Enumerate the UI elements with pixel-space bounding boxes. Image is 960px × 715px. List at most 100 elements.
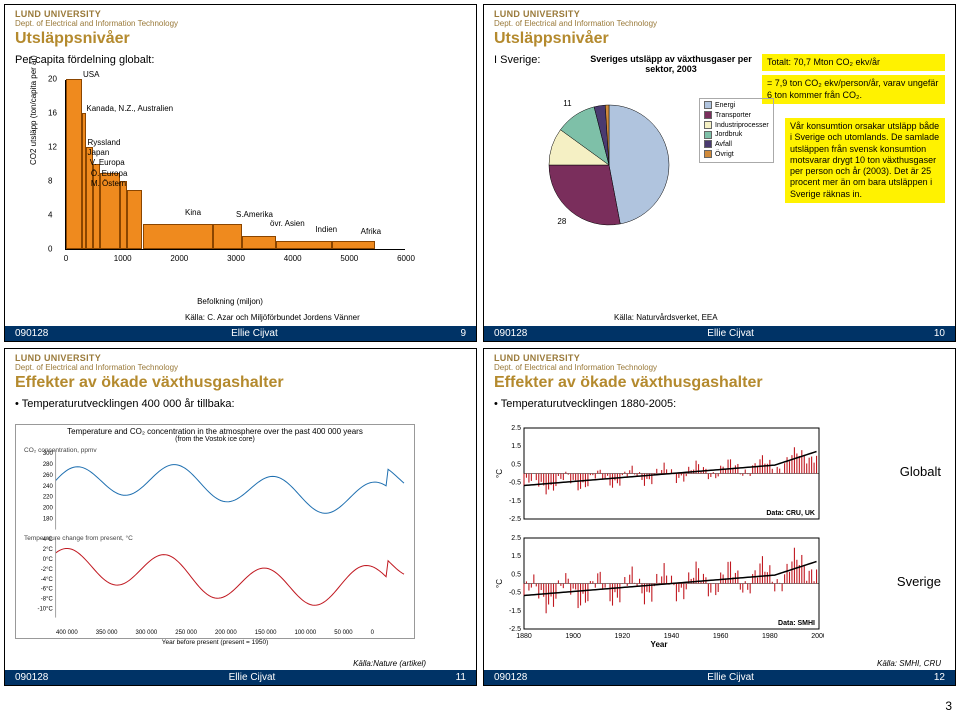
footer-date: 090128 xyxy=(494,672,527,683)
bar xyxy=(213,224,241,250)
svg-text:-10°C: -10°C xyxy=(38,607,54,613)
department: Dept. of Electrical and Information Tech… xyxy=(15,19,466,28)
plot-title: Temperature and CO₂ concentration in the… xyxy=(16,425,414,436)
svg-text:280: 280 xyxy=(43,462,54,468)
bar xyxy=(120,181,127,249)
x-axis-label: Befolkning (miljon) xyxy=(197,297,263,306)
svg-text:1900: 1900 xyxy=(565,633,581,639)
slide-9: LUND UNIVERSITY Dept. of Electrical and … xyxy=(4,4,477,342)
legend-item: Jordbruk xyxy=(704,130,769,140)
x-label: Year xyxy=(651,640,668,649)
slide-title: Utsläppsnivåer xyxy=(15,30,466,48)
legend-item: Avfall xyxy=(704,140,769,150)
svg-text:-1.5: -1.5 xyxy=(509,498,521,505)
footer-date: 090128 xyxy=(15,672,48,683)
slide-number: 12 xyxy=(934,672,945,683)
vostok-plot: Temperature and CO₂ concentration in the… xyxy=(15,424,415,639)
slide-number: 9 xyxy=(460,328,466,339)
footer-date: 090128 xyxy=(494,328,527,339)
svg-text:0.5: 0.5 xyxy=(511,571,521,578)
bar-label: Kina xyxy=(185,208,201,217)
pie-slice xyxy=(609,105,669,224)
svg-text:260: 260 xyxy=(43,473,54,479)
svg-text:2°C: 2°C xyxy=(43,547,54,553)
svg-text:Data: CRU, UK: Data: CRU, UK xyxy=(766,510,815,517)
slide-number: 11 xyxy=(456,672,466,683)
university: LUND UNIVERSITY xyxy=(494,9,945,19)
department: Dept. of Electrical and Information Tech… xyxy=(15,363,466,372)
svg-text:200: 200 xyxy=(43,506,54,512)
footer-author: Ellie Cijvat xyxy=(707,672,754,683)
legend-item: Övrigt xyxy=(704,150,769,160)
university: LUND UNIVERSITY xyxy=(15,353,466,363)
svg-text:-0.5: -0.5 xyxy=(509,480,521,487)
department: Dept. of Electrical and Information Tech… xyxy=(494,363,945,372)
svg-text:-1.5: -1.5 xyxy=(509,608,521,615)
bullet: • Temperaturutvecklingen 400 000 år till… xyxy=(15,398,466,410)
legend-item: Industriprocesser xyxy=(704,121,769,131)
svg-text:180: 180 xyxy=(43,517,54,523)
pie-slice xyxy=(549,165,620,225)
slide-11: LUND UNIVERSITY Dept. of Electrical and … xyxy=(4,348,477,686)
footer-date: 090128 xyxy=(15,328,48,339)
svg-text:-8°C: -8°C xyxy=(41,597,54,603)
svg-text:1960: 1960 xyxy=(713,633,729,639)
legend-item: Transporter xyxy=(704,111,769,121)
svg-text:1880: 1880 xyxy=(516,633,532,639)
svg-text:0°C: 0°C xyxy=(43,557,54,563)
svg-text:-6°C: -6°C xyxy=(41,587,54,593)
bar-label: Afrika xyxy=(361,227,381,236)
slide-title: Utsläppsnivåer xyxy=(494,30,945,48)
legend-item: Energi xyxy=(704,101,769,111)
svg-text:11: 11 xyxy=(563,100,572,108)
slide-number: 10 xyxy=(934,328,945,339)
svg-text:1940: 1940 xyxy=(664,633,680,639)
bullet: • Temperaturutvecklingen 1880-2005: xyxy=(494,398,945,410)
pie-legend: EnergiTransporterIndustriprocesserJordbr… xyxy=(699,98,774,163)
bot-ylabel: Temperature change from present, °C xyxy=(24,535,133,542)
svg-text:-4°C: -4°C xyxy=(41,577,54,583)
slide-title: Effekter av ökade växthusgashalter xyxy=(494,374,945,392)
subtitle: Per capita fördelning globalt: xyxy=(15,54,466,66)
svg-text:2.5: 2.5 xyxy=(511,425,521,432)
svg-text:1920: 1920 xyxy=(615,633,631,639)
bar-label: M. Östern xyxy=(91,179,126,188)
svg-text:220: 220 xyxy=(43,495,54,501)
svg-text:2.5: 2.5 xyxy=(511,535,521,542)
bar-label: Ryssland xyxy=(88,138,121,147)
university: LUND UNIVERSITY xyxy=(494,353,945,363)
footer-author: Ellie Cijvat xyxy=(229,672,276,683)
svg-text:1980: 1980 xyxy=(762,633,778,639)
bar-label: Kanada, N.Z., Australien xyxy=(86,104,173,113)
label-global: Globalt xyxy=(900,464,941,479)
bar-label: S.Amerika xyxy=(236,210,273,219)
svg-text:°C: °C xyxy=(495,579,504,588)
svg-text:1.5: 1.5 xyxy=(511,553,521,560)
svg-text:°C: °C xyxy=(495,469,504,478)
source: Källa: C. Azar och Miljöförbundet Jorden… xyxy=(185,313,360,322)
page-number: 3 xyxy=(945,699,952,713)
svg-text:-2.5: -2.5 xyxy=(509,626,521,633)
slide-10: LUND UNIVERSITY Dept. of Electrical and … xyxy=(483,4,956,342)
sweden-temp-plot: 2.51.50.5-0.5-1.5-2.5°C18801900192019401… xyxy=(494,534,824,639)
bar-label: Japan xyxy=(88,148,110,157)
box-percapita: = 7,9 ton CO₂ ekv/person/år, varav ungef… xyxy=(762,75,945,104)
footer-author: Ellie Cijvat xyxy=(707,328,754,339)
box-total: Totalt: 70,7 Mton CO₂ ekv/år xyxy=(762,54,945,71)
pie-chart: 4728101131 xyxy=(544,100,674,233)
source: Källa: SMHI, CRU xyxy=(877,659,941,668)
bar-label: V. Europa xyxy=(90,158,125,167)
plot-subtitle: (from the Vostok ice core) xyxy=(16,436,414,443)
bar-label: Indien xyxy=(315,225,337,234)
footer-author: Ellie Cijvat xyxy=(231,328,278,339)
source: Källa: Naturvårdsverket, EEA xyxy=(614,313,718,322)
bar xyxy=(276,241,333,250)
svg-text:-2°C: -2°C xyxy=(41,567,54,573)
per-capita-chart: CO2 utsläpp (ton/capita per år) 04812162… xyxy=(35,80,425,280)
slide-title: Effekter av ökade växthusgashalter xyxy=(15,374,466,392)
slide-12: LUND UNIVERSITY Dept. of Electrical and … xyxy=(483,348,956,686)
svg-text:2000: 2000 xyxy=(811,633,824,639)
svg-text:28: 28 xyxy=(557,217,566,226)
svg-text:1.5: 1.5 xyxy=(511,443,521,450)
source: Källa:Nature (artikel) xyxy=(353,659,426,668)
